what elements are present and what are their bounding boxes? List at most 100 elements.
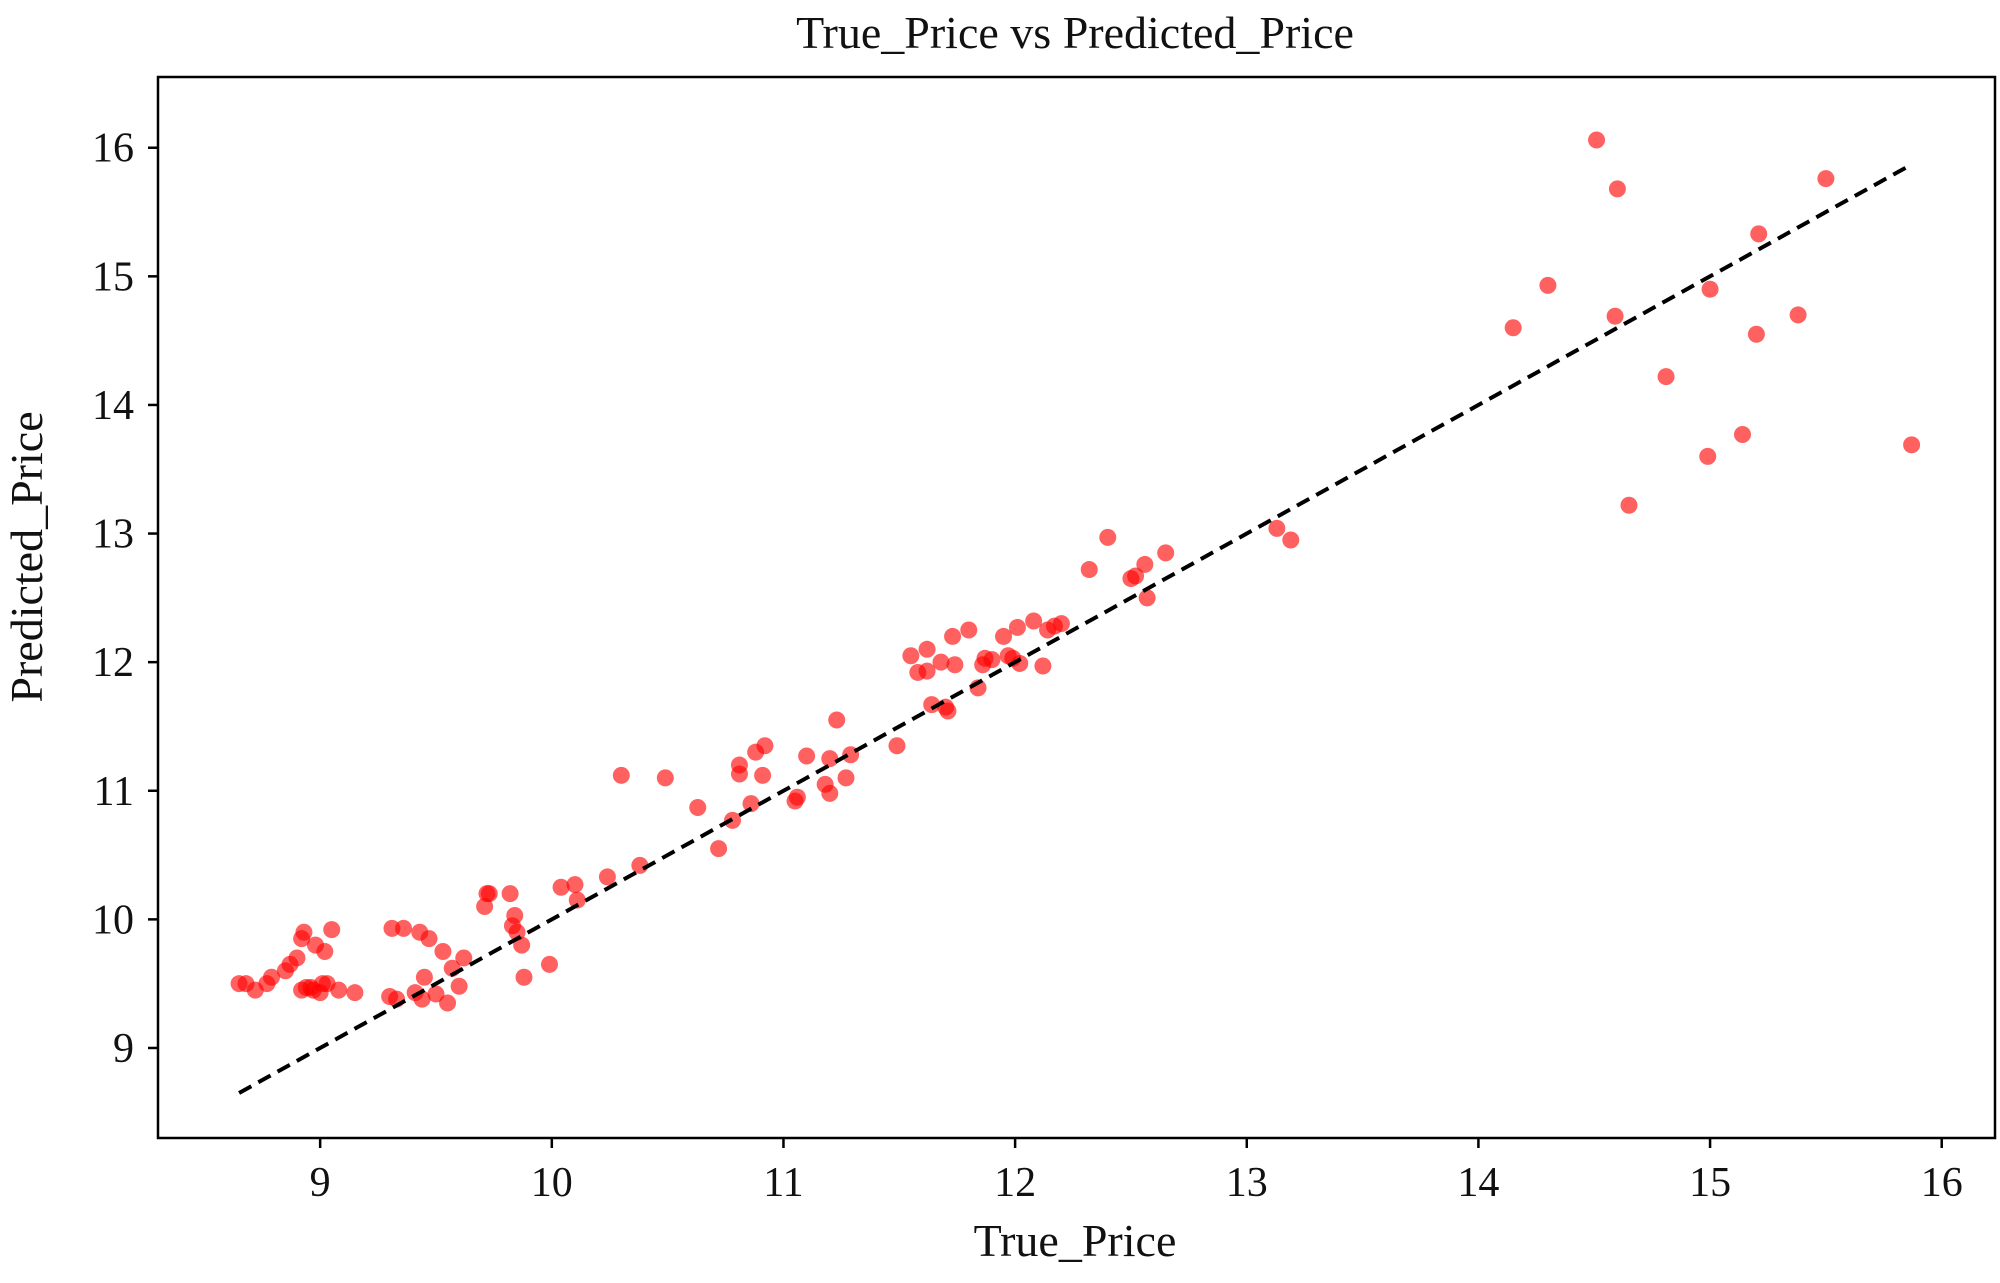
data-point [730,765,748,783]
data-point [995,627,1013,645]
data-point [330,981,348,999]
data-point [983,651,1001,669]
data-point [1539,276,1557,294]
data-point [1701,280,1719,298]
data-point [1138,589,1156,607]
data-point [420,930,438,948]
data-point [710,840,728,858]
data-point [439,994,457,1012]
y-tick-label: 9 [113,1026,134,1072]
x-axis-label: True_Price [974,1215,1177,1266]
data-point [1080,561,1098,579]
data-point [828,711,846,729]
data-point [1903,436,1921,454]
data-point [756,737,774,755]
data-point [302,979,320,997]
y-tick-label: 10 [92,897,134,943]
data-point [1699,447,1717,465]
data-point [960,621,978,639]
data-point [888,737,906,755]
data-point [837,769,855,787]
data-point [742,795,760,813]
data-point [395,919,413,937]
data-point [1157,544,1175,562]
data-point [501,885,519,903]
data-point [1733,426,1751,444]
data-point [798,747,816,765]
x-tick-label: 16 [1921,1160,1963,1206]
data-point [946,656,964,674]
y-tick-label: 13 [92,512,134,558]
data-point [1034,657,1052,675]
data-point [346,984,364,1002]
y-tick-label: 11 [94,769,134,815]
data-point [612,766,630,784]
data-point [1588,131,1606,149]
data-point [480,885,498,903]
data-point [598,868,616,886]
data-point [1750,225,1768,243]
data-point [568,891,586,909]
x-tick-label: 14 [1457,1160,1499,1206]
data-point [1789,306,1807,324]
data-point [1127,567,1145,585]
data-point [293,930,311,948]
data-point [515,968,533,986]
data-point [513,936,531,954]
chart-title: True_Price vs Predicted_Price [796,7,1354,58]
data-point [1606,307,1624,325]
data-point [932,653,950,671]
data-point [1504,319,1522,337]
data-point [656,769,674,787]
data-point [455,949,473,967]
data-point [754,766,772,784]
y-tick-label: 15 [92,254,134,300]
data-point [1011,654,1029,672]
plot-frame [156,75,1997,1140]
data-point [918,640,936,658]
data-point [263,968,281,986]
data-point [552,878,570,896]
data-point [450,977,468,995]
data-point [1052,615,1070,633]
data-point [1282,531,1300,549]
data-point [476,898,494,916]
data-point [918,662,936,680]
data-point [1025,612,1043,630]
data-point [1099,528,1117,546]
data-point [788,788,806,806]
data-point [415,968,433,986]
data-point [689,798,707,816]
x-tick-label: 9 [310,1160,331,1206]
data-point [923,696,941,714]
data-point [821,784,839,802]
data-point [902,647,920,665]
data-point [427,985,445,1003]
data-point [821,750,839,768]
plot-area: 9 10 11 12 13 14 15 16 9 10 11 12 13 14 15 16 [92,75,1997,1206]
data-point [316,943,334,961]
reference-line [238,162,1913,1095]
data-point [1136,555,1154,573]
y-tick-label: 16 [92,126,134,172]
x-tick-label: 13 [1226,1160,1268,1206]
data-point [1268,519,1286,537]
data-point [1620,496,1638,514]
data-point [540,955,558,973]
data-point [323,921,341,939]
data-point [1817,170,1835,188]
data-point [1008,618,1026,636]
data-point [506,907,524,925]
data-point [434,943,452,961]
data-point [939,702,957,720]
x-tick-label: 10 [531,1160,573,1206]
data-point [1608,180,1626,198]
y-axis-label: Predicted_Price [1,411,52,702]
data-point [288,949,306,967]
data-point [944,627,962,645]
x-tick-label: 12 [994,1160,1036,1206]
data-point [1747,325,1765,343]
y-tick-label: 14 [92,383,134,429]
x-tick-label: 11 [763,1160,803,1206]
